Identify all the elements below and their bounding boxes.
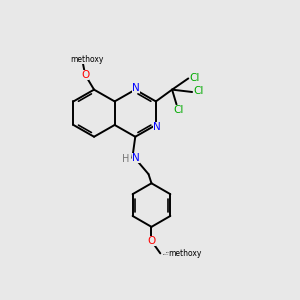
Text: O: O bbox=[147, 236, 156, 246]
Text: N: N bbox=[153, 122, 160, 132]
Text: methoxy: methoxy bbox=[79, 56, 85, 57]
Text: N: N bbox=[132, 153, 140, 163]
Text: methoxy: methoxy bbox=[70, 55, 104, 64]
Text: O: O bbox=[81, 70, 89, 80]
Text: methoxy: methoxy bbox=[169, 249, 202, 258]
Text: Cl: Cl bbox=[194, 86, 204, 96]
Text: methyl: methyl bbox=[166, 252, 171, 254]
Text: N: N bbox=[132, 83, 140, 93]
Text: Cl: Cl bbox=[190, 73, 200, 83]
Text: H: H bbox=[122, 154, 130, 164]
Text: methoxy: methoxy bbox=[163, 254, 169, 255]
Text: Cl: Cl bbox=[174, 105, 184, 115]
Text: methoxy: methoxy bbox=[81, 56, 87, 57]
